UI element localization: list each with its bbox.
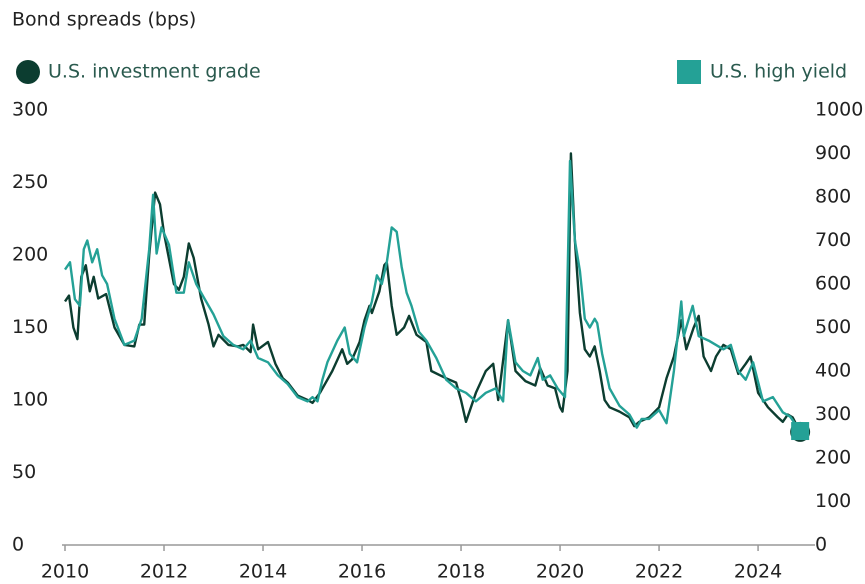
legend-marker: [16, 60, 40, 84]
y-tick-label: 50: [12, 461, 36, 483]
y2-tick-label: 600: [815, 273, 851, 295]
y2-tick-label: 100: [815, 490, 851, 512]
y-tick-label: 250: [12, 171, 48, 193]
end-marker: [791, 422, 810, 441]
legend-marker: [677, 60, 701, 84]
y-tick-label: 100: [12, 389, 48, 411]
y-tick-label: 150: [12, 316, 48, 338]
x-tick-label: 2010: [41, 561, 89, 583]
x-tick-label: 2024: [734, 561, 782, 583]
x-tick-label: 2022: [635, 561, 683, 583]
legend-label: U.S. high yield: [710, 61, 847, 83]
y2-tick-label: 0: [815, 534, 827, 556]
chart-title: Bond spreads (bps): [12, 9, 196, 31]
y-tick-label: 200: [12, 244, 48, 266]
x-tick-label: 2016: [338, 561, 386, 583]
series-line: [64, 159, 802, 432]
y-tick-label: 300: [12, 99, 48, 121]
y2-tick-label: 300: [815, 403, 851, 425]
x-tick-label: 2020: [536, 561, 584, 583]
x-tick-label: 2012: [140, 561, 188, 583]
x-tick-label: 2018: [437, 561, 485, 583]
x-tick-label: 2014: [239, 561, 287, 583]
legend-label: U.S. investment grade: [48, 61, 261, 83]
y2-tick-label: 200: [815, 447, 851, 469]
y2-tick-label: 500: [815, 316, 851, 338]
y2-tick-label: 700: [815, 229, 851, 251]
y2-tick-label: 400: [815, 360, 851, 382]
y2-tick-label: 1000: [815, 99, 863, 121]
y-tick-label: 0: [12, 534, 24, 556]
y2-tick-label: 800: [815, 186, 851, 208]
y2-tick-label: 900: [815, 142, 851, 164]
